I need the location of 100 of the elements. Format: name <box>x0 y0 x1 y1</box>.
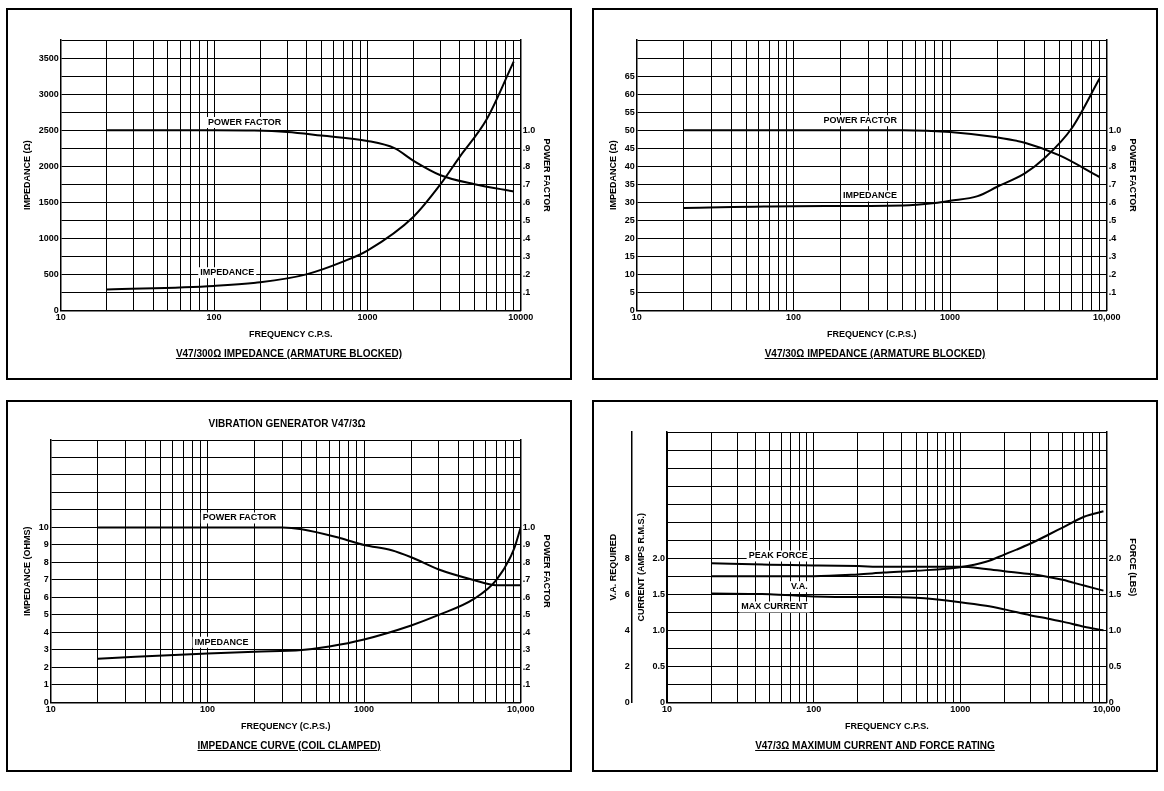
x-tick-label: 100 <box>199 704 215 715</box>
y-tick-label: 0.5 <box>652 660 666 671</box>
y2-tick-label: .2 <box>522 661 531 672</box>
y2-tick-label: .6 <box>1108 196 1117 207</box>
y-tick-label: 60 <box>624 88 635 99</box>
y-tick-label: 1 <box>43 679 49 690</box>
y-tick-label: 25 <box>624 214 635 225</box>
series-label: PEAK FORCE <box>748 550 808 561</box>
y2-tick-label: 1.5 <box>1108 588 1122 599</box>
y-tick-label: 1.5 <box>652 588 666 599</box>
y-tick-label: 10 <box>624 268 635 279</box>
y-axis-title: IMPEDANCE (Ω) <box>607 140 618 211</box>
series-label: MAX CURRENT <box>741 601 809 612</box>
y-tick-label: 500 <box>43 268 59 279</box>
y-tick-label: 5 <box>629 286 635 297</box>
y2-tick-label: .4 <box>522 232 531 243</box>
y2-tick-label: 1.0 <box>1108 624 1122 635</box>
x-tick-label: 10,000 <box>506 704 535 715</box>
y2-axis-title: POWER FACTOR <box>1128 138 1139 213</box>
y3-axis-title: V.A. REQUIRED <box>607 533 618 601</box>
y2-tick-label: .2 <box>1108 268 1117 279</box>
y2-tick-label: .8 <box>522 160 531 171</box>
y2-tick-label: 1.0 <box>522 521 536 532</box>
y-tick-label: 65 <box>624 70 635 81</box>
text: V47/3Ω MAXIMUM CURRENT AND FORCE RATING <box>754 740 996 751</box>
x-tick-label: 1000 <box>354 704 375 715</box>
y-tick-label: 2500 <box>38 124 59 135</box>
y-tick-label: 30 <box>624 196 635 207</box>
x-tick-label: 10000 <box>508 312 534 323</box>
series-label: V.A. <box>790 581 808 592</box>
y-tick-label: 50 <box>624 124 635 135</box>
y-axis-title: IMPEDANCE (Ω) <box>21 140 32 211</box>
y2-tick-label: .5 <box>1108 214 1117 225</box>
y-tick-label: 7 <box>43 574 49 585</box>
y2-tick-label: .9 <box>522 539 531 550</box>
y-axis-title: IMPEDANCE (OHMS) <box>21 526 32 616</box>
y-tick-label: 55 <box>624 106 635 117</box>
y2-tick-label: .7 <box>522 178 531 189</box>
y-tick-label: 2000 <box>38 160 59 171</box>
y-tick-label: 2 <box>43 661 49 672</box>
series-label: POWER FACTOR <box>207 116 282 127</box>
y-tick-label: 8 <box>43 556 49 567</box>
chart-title: VIBRATION GENERATOR V47/3Ω <box>208 417 366 429</box>
y2-tick-label: .1 <box>522 286 531 297</box>
y-tick-label: 5 <box>43 609 49 620</box>
y2-tick-label: .5 <box>522 609 531 620</box>
y-tick-label: 40 <box>624 160 635 171</box>
y2-tick-label: .4 <box>1108 232 1117 243</box>
text: IMPEDANCE CURVE (COIL CLAMPED) <box>196 740 382 751</box>
x-tick-label: 100 <box>785 312 801 323</box>
y-tick-label: 1000 <box>38 232 59 243</box>
y2-tick-label: .6 <box>522 196 531 207</box>
series-label: IMPEDANCE <box>842 190 897 201</box>
x-axis-title: FREQUENCY C.P.S. <box>248 329 333 340</box>
y-tick-label: 3 <box>43 644 49 655</box>
y-tick-label: 45 <box>624 142 635 153</box>
y2-tick-label: .7 <box>522 574 531 585</box>
x-tick-label: 1000 <box>940 312 961 323</box>
series-label: POWER FACTOR <box>202 512 277 523</box>
x-axis-title: FREQUENCY C.P.S. <box>845 721 929 732</box>
y2-tick-label: 1.0 <box>522 124 536 135</box>
x-tick-label: 1000 <box>357 312 378 323</box>
y-tick-label: 10 <box>38 521 49 532</box>
x-tick-label: 100 <box>206 312 222 323</box>
y2-tick-label: .8 <box>522 556 531 567</box>
y-axis-title: CURRENT (AMPS R.M.S.) <box>635 512 646 622</box>
text: V47/30Ω IMPEDANCE (ARMATURE BLOCKED) <box>763 348 987 359</box>
y-tick-label: 6 <box>43 591 49 602</box>
y2-tick-label: .6 <box>522 591 531 602</box>
y2-tick-label: .2 <box>522 268 531 279</box>
y-tick-label: 2.0 <box>652 552 666 563</box>
x-axis-title: FREQUENCY (C.P.S.) <box>240 721 331 732</box>
y-tick-label: 3500 <box>38 52 59 63</box>
series-label: POWER FACTOR <box>823 115 898 126</box>
y2-axis-title: POWER FACTOR <box>542 138 553 213</box>
y-tick-label: 20 <box>624 232 635 243</box>
y-tick-label: 9 <box>43 539 49 550</box>
y-tick-label: 3000 <box>38 88 59 99</box>
y2-tick-label: .3 <box>1108 250 1117 261</box>
series-label: IMPEDANCE <box>194 636 249 647</box>
y2-tick-label: .5 <box>522 214 531 225</box>
y2-tick-label: .9 <box>1108 142 1117 153</box>
x-tick-label: 10,000 <box>1092 312 1121 323</box>
y2-axis-title: FORCE (LBS) <box>1128 538 1139 597</box>
y2-tick-label: .8 <box>1108 160 1117 171</box>
text: V47/300Ω IMPEDANCE (ARMATURE BLOCKED) <box>174 348 404 359</box>
y-tick-label: 35 <box>624 178 635 189</box>
y2-tick-label: 2.0 <box>1108 552 1122 563</box>
y-tick-label: 1500 <box>38 196 59 207</box>
x-axis-title: FREQUENCY (C.P.S.) <box>826 329 917 340</box>
y2-tick-label: .9 <box>522 142 531 153</box>
y2-tick-label: 1.0 <box>1108 124 1122 135</box>
y2-tick-label: .7 <box>1108 178 1117 189</box>
y-tick-label: 15 <box>624 250 635 261</box>
x-tick-label: 100 <box>806 704 822 715</box>
y2-tick-label: .1 <box>1108 286 1117 297</box>
series-label: IMPEDANCE <box>200 267 255 278</box>
y2-axis-title: POWER FACTOR <box>542 534 553 609</box>
x-tick-label: 1000 <box>950 704 971 715</box>
y-tick-label: 4 <box>43 626 49 637</box>
